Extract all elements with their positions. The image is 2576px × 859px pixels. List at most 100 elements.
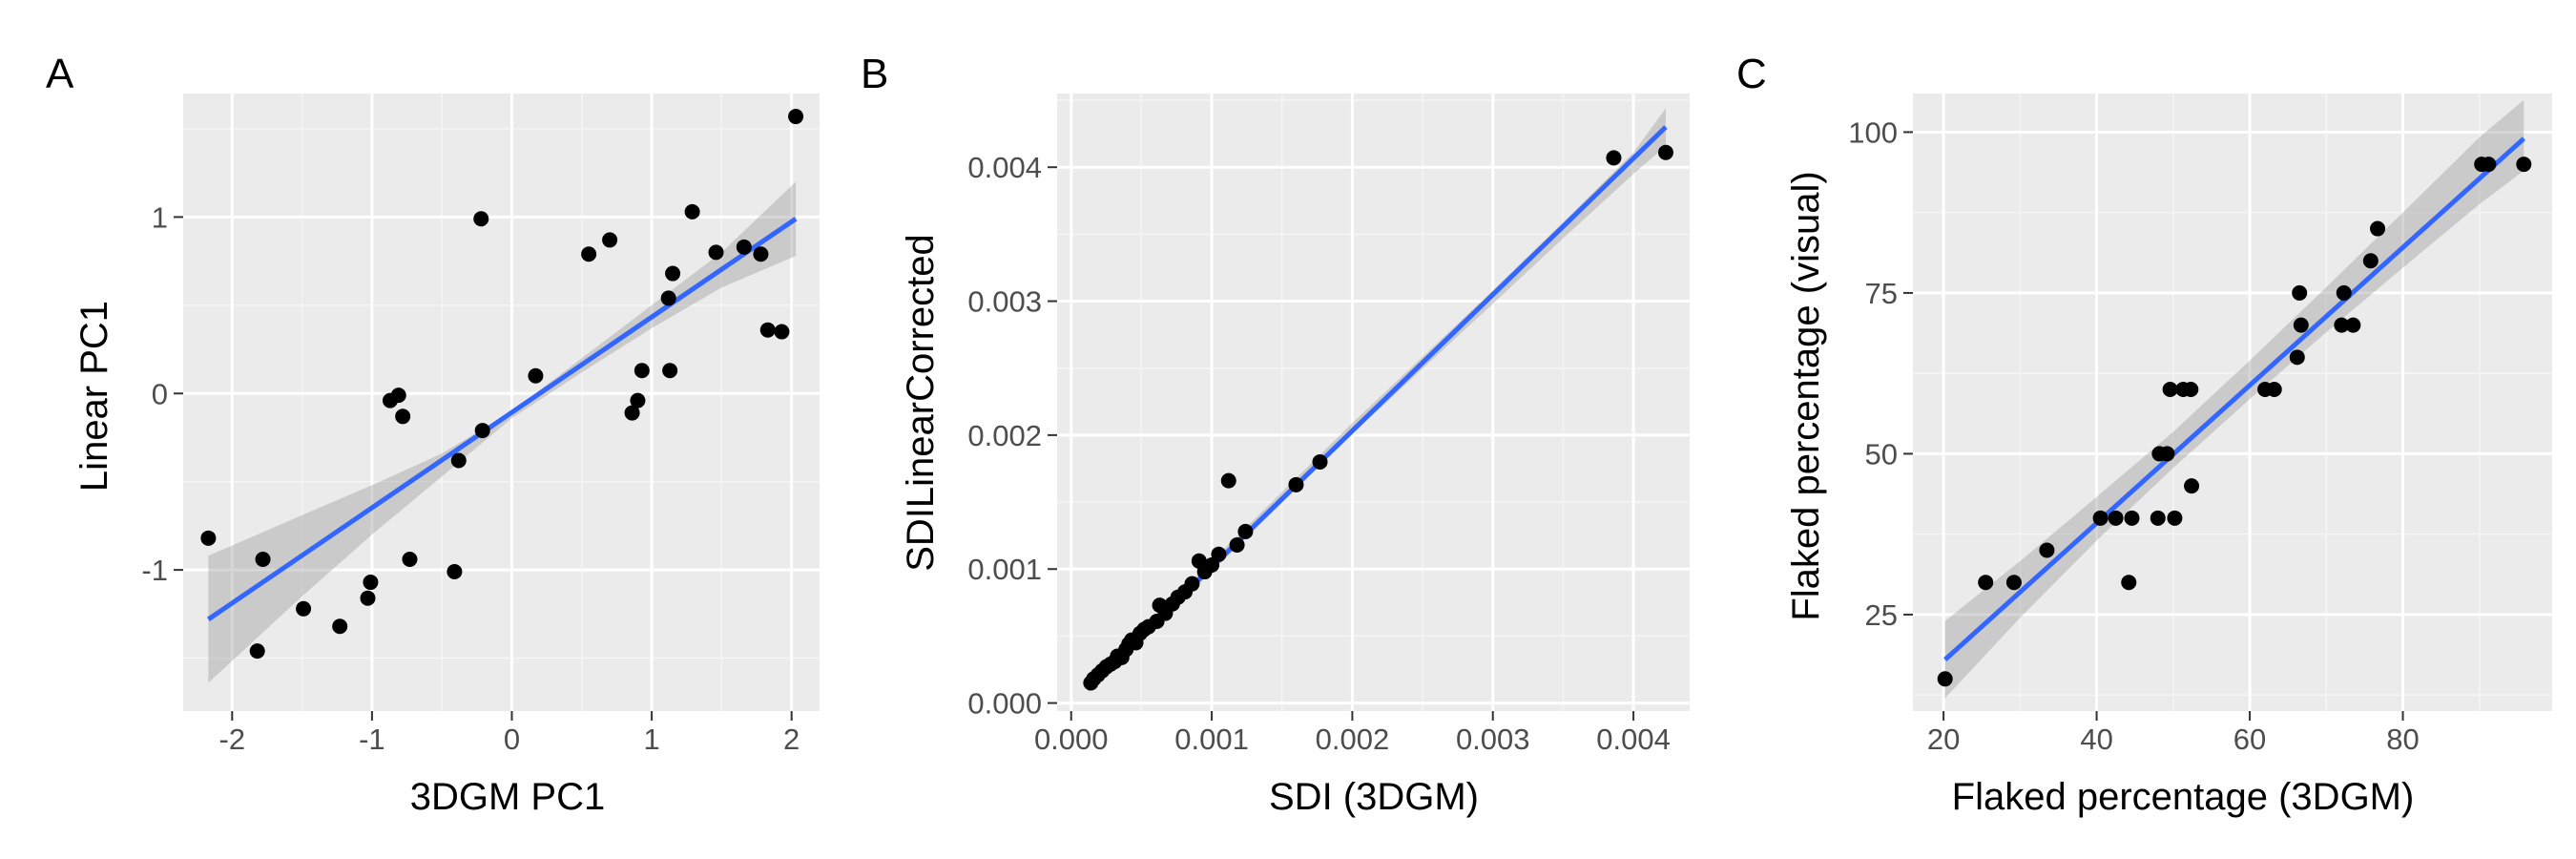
plot-background-a [183, 94, 820, 711]
data-point [363, 575, 379, 591]
data-point [624, 405, 640, 421]
x-tick-label: -1 [359, 723, 385, 756]
x-tick-label: 60 [2233, 723, 2266, 756]
data-point [665, 265, 681, 282]
data-point [774, 324, 790, 340]
data-point [1229, 536, 1245, 553]
y-tick-label: 0.000 [967, 687, 1042, 721]
data-point [402, 552, 418, 568]
y-tick-label: 75 [1865, 277, 1898, 310]
data-point [2293, 317, 2309, 333]
data-point [2167, 510, 2183, 526]
panel-b: B SDI (3DGM) SDILinearCorrected [861, 51, 1479, 818]
x-tick-label: 0 [504, 723, 520, 756]
data-point [2121, 575, 2137, 591]
data-point [200, 530, 217, 546]
gridlines-c [1913, 94, 2552, 711]
y-axis-title-c: Flaked percentage (visual) [1785, 171, 1827, 620]
data-point [708, 244, 724, 261]
panel-label-a: A [46, 51, 74, 97]
data-point [2370, 220, 2386, 237]
y-tick-label: 25 [1865, 598, 1898, 632]
data-point [332, 618, 348, 635]
data-point [2005, 575, 2022, 591]
panel-label-b: B [861, 51, 888, 97]
data-point [2162, 382, 2178, 398]
data-point [1220, 472, 1236, 489]
data-point [360, 590, 376, 606]
x-tick-label: 0.002 [1316, 723, 1390, 756]
data-point [1288, 476, 1304, 492]
data-point [2481, 157, 2497, 173]
regression-line-c [1943, 136, 2525, 661]
data-points-c [1937, 157, 2532, 687]
y-tick-label: -1 [141, 554, 168, 587]
data-points-b [1083, 144, 1673, 691]
panel-label-c: C [1736, 51, 1767, 97]
x-tick-label: -2 [219, 723, 246, 756]
gridlines-a [183, 94, 820, 711]
panel-c: C Flaked percentage (3DGM) Flaked percen… [1736, 51, 2414, 818]
gridlines-b [1057, 94, 1690, 711]
plot-c: 20 40 60 80 25 50 75 100 [1848, 94, 2552, 756]
y-tick-label: 0.003 [967, 285, 1042, 319]
y-tick-label: 0.001 [967, 553, 1042, 586]
data-point [2345, 317, 2361, 333]
data-point [447, 563, 463, 579]
x-tick-label: 40 [2080, 723, 2112, 756]
data-point [662, 363, 678, 379]
y-axis-title-a: Linear PC1 [73, 301, 115, 492]
data-point [2362, 253, 2379, 269]
data-point [1211, 546, 1227, 562]
data-point [1978, 575, 1994, 591]
regression-line-a [206, 217, 798, 621]
data-point [450, 452, 467, 469]
x-axis-title-a: 3DGM PC1 [410, 776, 606, 818]
data-point [528, 367, 544, 384]
x-tick-label: 0.004 [1596, 723, 1671, 756]
data-point [759, 322, 776, 338]
y-tick-label: 1 [152, 200, 168, 234]
data-point [736, 239, 752, 255]
data-point [660, 290, 676, 306]
data-point [390, 388, 406, 404]
data-point [1937, 671, 1953, 687]
data-point [1606, 150, 1622, 166]
data-point [2183, 382, 2199, 398]
data-point [2150, 510, 2166, 526]
data-point [2516, 157, 2532, 173]
data-point [2292, 284, 2308, 301]
data-point [2159, 446, 2175, 462]
data-point [2184, 478, 2200, 494]
data-point [1312, 453, 1328, 470]
y-tick-label: 50 [1865, 437, 1898, 471]
data-point [2092, 510, 2109, 526]
data-point [581, 246, 597, 262]
panel-a: A 3DGM PC1 Linear PC1 [46, 51, 605, 818]
data-point [2266, 382, 2282, 398]
data-point [1184, 576, 1200, 592]
data-point [2336, 284, 2352, 301]
data-point [255, 552, 271, 568]
data-point [630, 392, 646, 409]
data-point [296, 600, 312, 617]
data-point [634, 363, 650, 379]
data-point [474, 423, 490, 439]
data-point [753, 246, 769, 262]
x-tick-label: 0.001 [1174, 723, 1249, 756]
data-point [1237, 523, 1254, 539]
data-point [473, 211, 489, 227]
data-point [2289, 349, 2305, 366]
x-tick-label: 1 [643, 723, 659, 756]
plot-b: 0.000 0.001 0.002 0.003 0.004 0.000 0.001 0.002… [967, 94, 1690, 756]
x-axis-title-c: Flaked percentage (3DGM) [1952, 776, 2415, 818]
data-point [2124, 510, 2140, 526]
x-tick-label: 80 [2386, 723, 2419, 756]
x-tick-label: 0.003 [1456, 723, 1530, 756]
y-axis-title-b: SDILinearCorrected [900, 234, 942, 572]
data-point [2039, 542, 2055, 558]
data-point [1657, 144, 1673, 160]
data-point [602, 232, 618, 248]
y-tick-label: 0.002 [967, 419, 1042, 452]
